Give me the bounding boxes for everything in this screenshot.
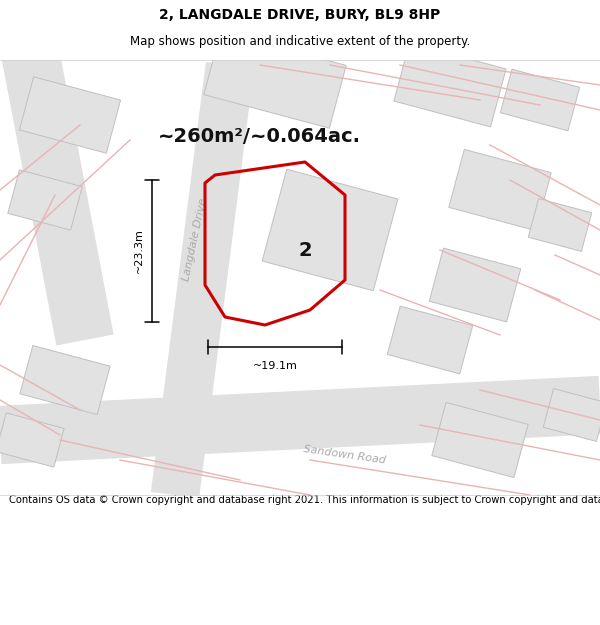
Polygon shape: [394, 43, 506, 127]
Polygon shape: [449, 149, 551, 231]
Polygon shape: [19, 77, 121, 153]
Polygon shape: [262, 169, 398, 291]
Text: Langdale Drive: Langdale Drive: [181, 198, 209, 282]
Text: ~23.3m: ~23.3m: [134, 229, 144, 274]
Text: Contains OS data © Crown copyright and database right 2021. This information is : Contains OS data © Crown copyright and d…: [9, 495, 600, 505]
Polygon shape: [543, 389, 600, 441]
Text: 2: 2: [298, 241, 312, 259]
Polygon shape: [20, 346, 110, 414]
Polygon shape: [8, 170, 82, 230]
Text: Sandown Road: Sandown Road: [303, 444, 387, 466]
Polygon shape: [429, 248, 521, 322]
Polygon shape: [528, 199, 592, 251]
Text: 2, LANGDALE DRIVE, BURY, BL9 8HP: 2, LANGDALE DRIVE, BURY, BL9 8HP: [160, 8, 440, 22]
Text: ~260m²/~0.064ac.: ~260m²/~0.064ac.: [158, 127, 361, 146]
Polygon shape: [432, 402, 528, 478]
Text: Map shows position and indicative extent of the property.: Map shows position and indicative extent…: [130, 35, 470, 48]
Polygon shape: [388, 306, 473, 374]
Polygon shape: [0, 413, 64, 467]
Text: ~19.1m: ~19.1m: [253, 361, 298, 371]
Polygon shape: [500, 69, 580, 131]
Polygon shape: [204, 32, 346, 128]
